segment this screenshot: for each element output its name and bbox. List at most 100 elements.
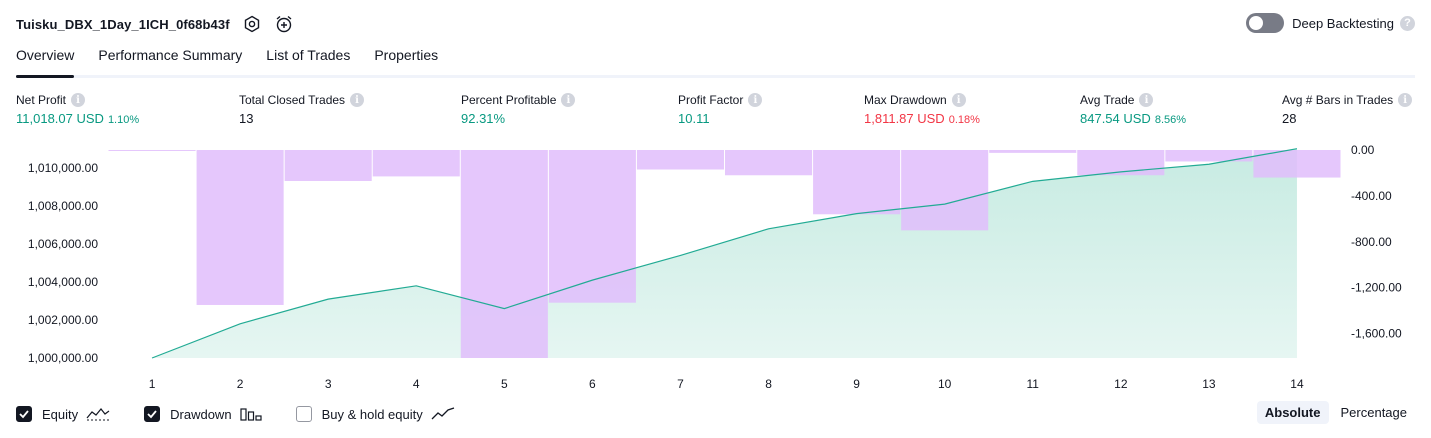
x-axis-tick-label: 1 <box>149 377 156 391</box>
settings-gear-icon[interactable] <box>242 14 262 34</box>
metric-percent: 1.10% <box>107 114 140 126</box>
left-axis-tick-label: 1,010,000.00 <box>28 161 98 175</box>
drawdown-bar <box>725 150 813 176</box>
x-axis-tick-label: 13 <box>1202 377 1216 391</box>
tab-performance-summary[interactable]: Performance Summary <box>98 47 243 63</box>
drawdown-bar <box>813 150 901 215</box>
drawdown-bar <box>636 150 724 170</box>
metric-value: 28 <box>1282 111 1297 126</box>
drawdown-bar <box>460 150 548 358</box>
drawdown-bar <box>1165 150 1253 162</box>
left-axis-tick-label: 1,004,000.00 <box>28 275 98 289</box>
x-axis-tick-label: 4 <box>413 377 420 391</box>
deep-backtesting-toggle[interactable] <box>1246 13 1285 33</box>
left-axis-tick-label: 1,002,000.00 <box>28 313 98 327</box>
legend-label: Drawdown <box>170 406 232 422</box>
legend-drawdown[interactable]: Drawdown <box>144 406 262 422</box>
legend-label: Equity <box>42 406 79 422</box>
drawdown-bar <box>989 150 1077 153</box>
drawdown-bar <box>548 150 636 303</box>
drawdown-bar <box>1253 150 1341 178</box>
left-axis-tick-label: 1,006,000.00 <box>28 237 98 251</box>
buy-hold-line-icon <box>431 407 455 421</box>
right-axis-tick-label: -800.00 <box>1351 235 1392 249</box>
drawdown-bar <box>901 150 989 231</box>
x-axis-tick-label: 3 <box>325 377 332 391</box>
x-axis-tick-label: 8 <box>765 377 772 391</box>
x-axis-tick-label: 9 <box>853 377 860 391</box>
metrics-row: Net Profit i 11,018.07 USD 1.10% Total Clo… <box>16 93 1415 133</box>
metric-percent: 0.18% <box>948 114 980 126</box>
x-axis-tick-label: 11 <box>1027 377 1040 391</box>
left-axis-tick-label: 1,008,000.00 <box>28 199 98 213</box>
equity-checkbox[interactable] <box>16 406 32 422</box>
add-alert-clock-icon[interactable] <box>274 14 294 34</box>
metric-label: Max Drawdown <box>864 93 947 107</box>
drawdown-bar <box>1077 150 1165 176</box>
left-axis-tick-label: 1,000,000.00 <box>28 351 98 365</box>
equity-line-icon <box>86 407 110 421</box>
strategy-header: Tuisku_DBX_1Day_1ICH_0f68b43f <box>16 13 294 35</box>
drawdown-bar <box>284 150 372 181</box>
tab-properties[interactable]: Properties <box>374 47 439 63</box>
metric-label: Net Profit <box>16 93 67 107</box>
drawdown-bar <box>196 150 284 305</box>
report-tabs: Overview Performance Summary List of Tra… <box>16 47 1415 78</box>
legend-buy-hold-equity[interactable]: Buy & hold equity <box>295 406 455 422</box>
percentage-button[interactable]: Percentage <box>1340 405 1408 420</box>
drawdown-bars-icon <box>239 407 262 421</box>
metric-label: Percent Profitable <box>461 93 557 107</box>
deep-backtesting-control: Deep Backtesting ? <box>1246 13 1415 33</box>
x-axis-tick-label: 14 <box>1290 377 1304 391</box>
info-icon[interactable]: i <box>350 93 365 107</box>
drawdown-checkbox[interactable] <box>144 406 161 422</box>
tab-list-of-trades[interactable]: List of Trades <box>266 47 351 63</box>
chart-legend: Equity Drawdown Buy & hold equity <box>16 404 489 424</box>
legend-equity[interactable]: Equity <box>16 406 110 422</box>
x-axis-tick-label: 6 <box>589 377 596 391</box>
equity-line <box>151 148 1298 359</box>
info-icon[interactable]: i <box>1398 93 1413 107</box>
help-question-icon[interactable]: ? <box>1400 15 1415 31</box>
metric-avg-bars: Avg # Bars in Trades i 28 <box>1282 93 1413 126</box>
right-axis-tick-label: 0.00 <box>1351 143 1375 157</box>
right-axis-tick-label: -400.00 <box>1351 189 1392 203</box>
info-icon[interactable]: i <box>1139 93 1154 107</box>
equity-drawdown-chart[interactable]: 1,010,000.00 1,008,000.00 1,006,000.00 1,00… <box>0 140 1431 400</box>
legend-label: Buy & hold equity <box>321 406 423 422</box>
x-axis-tick-label: 10 <box>938 377 952 391</box>
info-icon[interactable]: i <box>561 93 576 107</box>
x-axis-tick-label: 5 <box>501 377 508 391</box>
metric-label: Avg # Bars in Trades <box>1282 93 1394 107</box>
value-mode-switch: Absolute Percentage <box>1253 401 1415 424</box>
buy-hold-checkbox[interactable] <box>295 406 312 422</box>
x-axis-tick-label: 7 <box>677 377 684 391</box>
metric-total-closed-trades: Total Closed Trades i 13 <box>239 93 365 126</box>
metric-value: 11,018.07 USD <box>16 111 104 126</box>
metric-avg-trade: Avg Trade i 847.54 USD 8.56% <box>1080 93 1186 126</box>
equity-area <box>152 148 1297 358</box>
info-icon[interactable]: i <box>71 93 86 107</box>
absolute-button[interactable]: Absolute <box>1256 401 1329 424</box>
info-icon[interactable]: i <box>748 93 763 107</box>
metric-value: 10.11 <box>678 111 710 126</box>
metric-value: 13 <box>239 111 254 126</box>
metric-max-drawdown: Max Drawdown i 1,811.87 USD 0.18% <box>864 93 980 126</box>
metric-label: Profit Factor <box>678 93 744 107</box>
metric-percent-profitable: Percent Profitable i 92.31% <box>461 93 576 126</box>
metric-net-profit: Net Profit i 11,018.07 USD 1.10% <box>16 93 139 126</box>
tab-overview[interactable]: Overview <box>16 47 75 78</box>
metric-label: Avg Trade <box>1080 93 1135 107</box>
metric-profit-factor: Profit Factor i 10.11 <box>678 93 763 126</box>
metric-percent: 8.56% <box>1154 114 1187 126</box>
drawdown-bar <box>372 150 460 177</box>
strategy-title: Tuisku_DBX_1Day_1ICH_0f68b43f <box>16 16 230 32</box>
deep-backtesting-label: Deep Backtesting <box>1292 15 1394 31</box>
info-icon[interactable]: i <box>951 93 966 107</box>
metric-label: Total Closed Trades <box>239 93 346 107</box>
drawdown-bar <box>108 150 196 151</box>
metric-value: 1,811.87 USD <box>864 111 945 126</box>
metric-value: 92.31% <box>461 111 506 126</box>
right-axis-tick-label: -1,200.00 <box>1351 281 1402 295</box>
x-axis-tick-label: 2 <box>237 377 244 391</box>
